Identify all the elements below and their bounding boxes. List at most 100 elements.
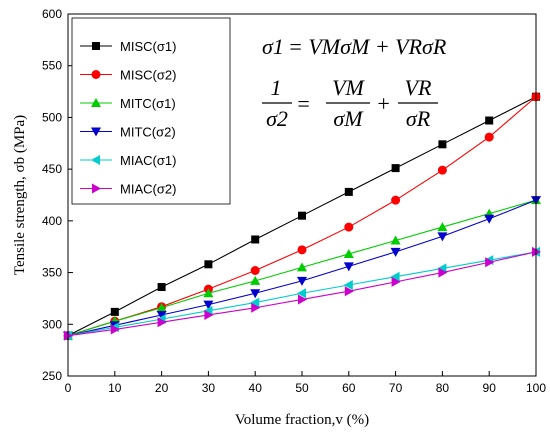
data-point — [343, 262, 354, 272]
tick-labels: 0 10 20 30 40 50 60 70 80 90 100 250 300 350 400 450 500… — [42, 7, 546, 395]
data-point — [204, 260, 213, 269]
y-tick-label: 300 — [42, 317, 62, 331]
legend-marker — [92, 42, 100, 50]
data-point — [484, 132, 494, 142]
data-point — [110, 324, 120, 335]
data-point — [297, 245, 307, 255]
data-point — [203, 300, 214, 310]
legend-label: MITC(σ2) — [120, 125, 176, 140]
formula-num-3: VR — [405, 75, 432, 100]
legend-marker — [91, 70, 101, 79]
data-point — [485, 257, 495, 268]
x-tick-label: 80 — [436, 381, 450, 395]
formula-line-1: σ1 — [262, 34, 284, 59]
legend-entry: MISC(σ1) — [80, 39, 176, 54]
y-axis-label: Tensile strength, σb (MPa) — [12, 115, 28, 275]
data-point — [391, 195, 401, 205]
data-point — [298, 211, 306, 220]
legend-marker — [92, 183, 101, 194]
formula-eq-2: = — [296, 91, 311, 116]
data-point — [344, 187, 353, 196]
y-tick-label: 550 — [42, 59, 62, 73]
data-point — [437, 222, 448, 232]
data-point — [251, 235, 260, 244]
data-point — [344, 222, 354, 232]
legend-marker — [91, 155, 100, 165]
data-point — [484, 214, 495, 224]
formula-annotation: σ1 = VMσM + VRσR 1 σ2 = VM σM + VR σR — [262, 34, 447, 131]
data-point — [343, 279, 353, 290]
x-axis-label: Volume fraction,v (%) — [235, 412, 369, 428]
data-point — [391, 276, 401, 287]
data-point — [251, 302, 261, 313]
y-tick-label: 600 — [42, 7, 62, 21]
data-point — [203, 288, 214, 298]
data-point — [297, 262, 307, 272]
formula-den-3: σR — [406, 106, 431, 131]
x-tick-label: 90 — [483, 381, 497, 395]
y-tick-label: 250 — [42, 369, 62, 383]
legend-entry: MISC(σ2) — [80, 68, 176, 83]
legend-label: MIAC(σ2) — [120, 182, 176, 197]
x-tick-label: 0 — [65, 381, 72, 395]
data-point — [343, 248, 354, 258]
data-point — [437, 165, 447, 175]
formula-plus-2: + — [376, 91, 391, 116]
x-tick-label: 40 — [249, 381, 263, 395]
data-point — [156, 310, 167, 320]
data-point — [250, 266, 260, 276]
legend-label: MISC(σ2) — [120, 68, 176, 83]
x-tick-label: 20 — [155, 381, 169, 395]
data-point — [438, 140, 447, 149]
data-point — [344, 286, 354, 297]
y-tick-label: 450 — [42, 162, 62, 176]
legend: MISC(σ1) MISC(σ2) MITC(σ1) MITC(σ2) MIAC(σ1)… — [71, 17, 231, 205]
data-point — [156, 302, 167, 312]
series-5 — [64, 246, 541, 341]
legend-marker — [91, 98, 101, 107]
data-point — [390, 271, 400, 282]
formula-num-1: 1 — [271, 75, 282, 100]
x-tick-label: 50 — [295, 381, 309, 395]
data-point — [391, 164, 400, 173]
formula-num-2: VM — [332, 75, 365, 100]
data-point — [110, 307, 119, 316]
x-tick-label: 30 — [202, 381, 216, 395]
data-point — [250, 289, 261, 299]
data-point — [390, 247, 401, 257]
data-point — [437, 232, 448, 242]
data-point — [297, 276, 307, 286]
series-1 — [63, 92, 541, 341]
legend-entry: MITC(σ2) — [80, 125, 176, 140]
x-tick-label: 10 — [108, 381, 122, 395]
legend-entry: MIAC(σ1) — [80, 153, 176, 168]
data-point — [298, 294, 307, 305]
data-point — [157, 283, 166, 292]
data-point — [250, 275, 261, 285]
y-tick-label: 400 — [42, 214, 62, 228]
data-point — [297, 288, 306, 299]
legend-entry: MIAC(σ2) — [80, 182, 176, 197]
data-point — [390, 235, 401, 245]
x-tick-label: 100 — [526, 381, 546, 395]
series-layer — [63, 92, 541, 341]
formula-line-1-rhs: = VMσM + VRσR — [288, 34, 447, 59]
data-point — [250, 297, 260, 308]
x-tick-label: 70 — [389, 381, 403, 395]
data-point — [485, 116, 494, 125]
legend-label: MIAC(σ1) — [120, 153, 176, 168]
legend-label: MITC(σ1) — [120, 96, 176, 111]
legend-entry: MITC(σ1) — [80, 96, 176, 111]
data-point — [157, 317, 167, 328]
plot-frame — [67, 13, 537, 377]
data-point — [438, 267, 448, 278]
data-point — [204, 309, 214, 320]
y-tick-label: 500 — [42, 110, 62, 124]
x-tick-label: 60 — [342, 381, 356, 395]
formula-den-2: σM — [333, 106, 364, 131]
legend-label: MISC(σ1) — [120, 39, 176, 54]
y-tick-label: 350 — [42, 266, 62, 280]
formula-den-1: σ2 — [266, 106, 288, 131]
legend-marker — [91, 127, 101, 137]
